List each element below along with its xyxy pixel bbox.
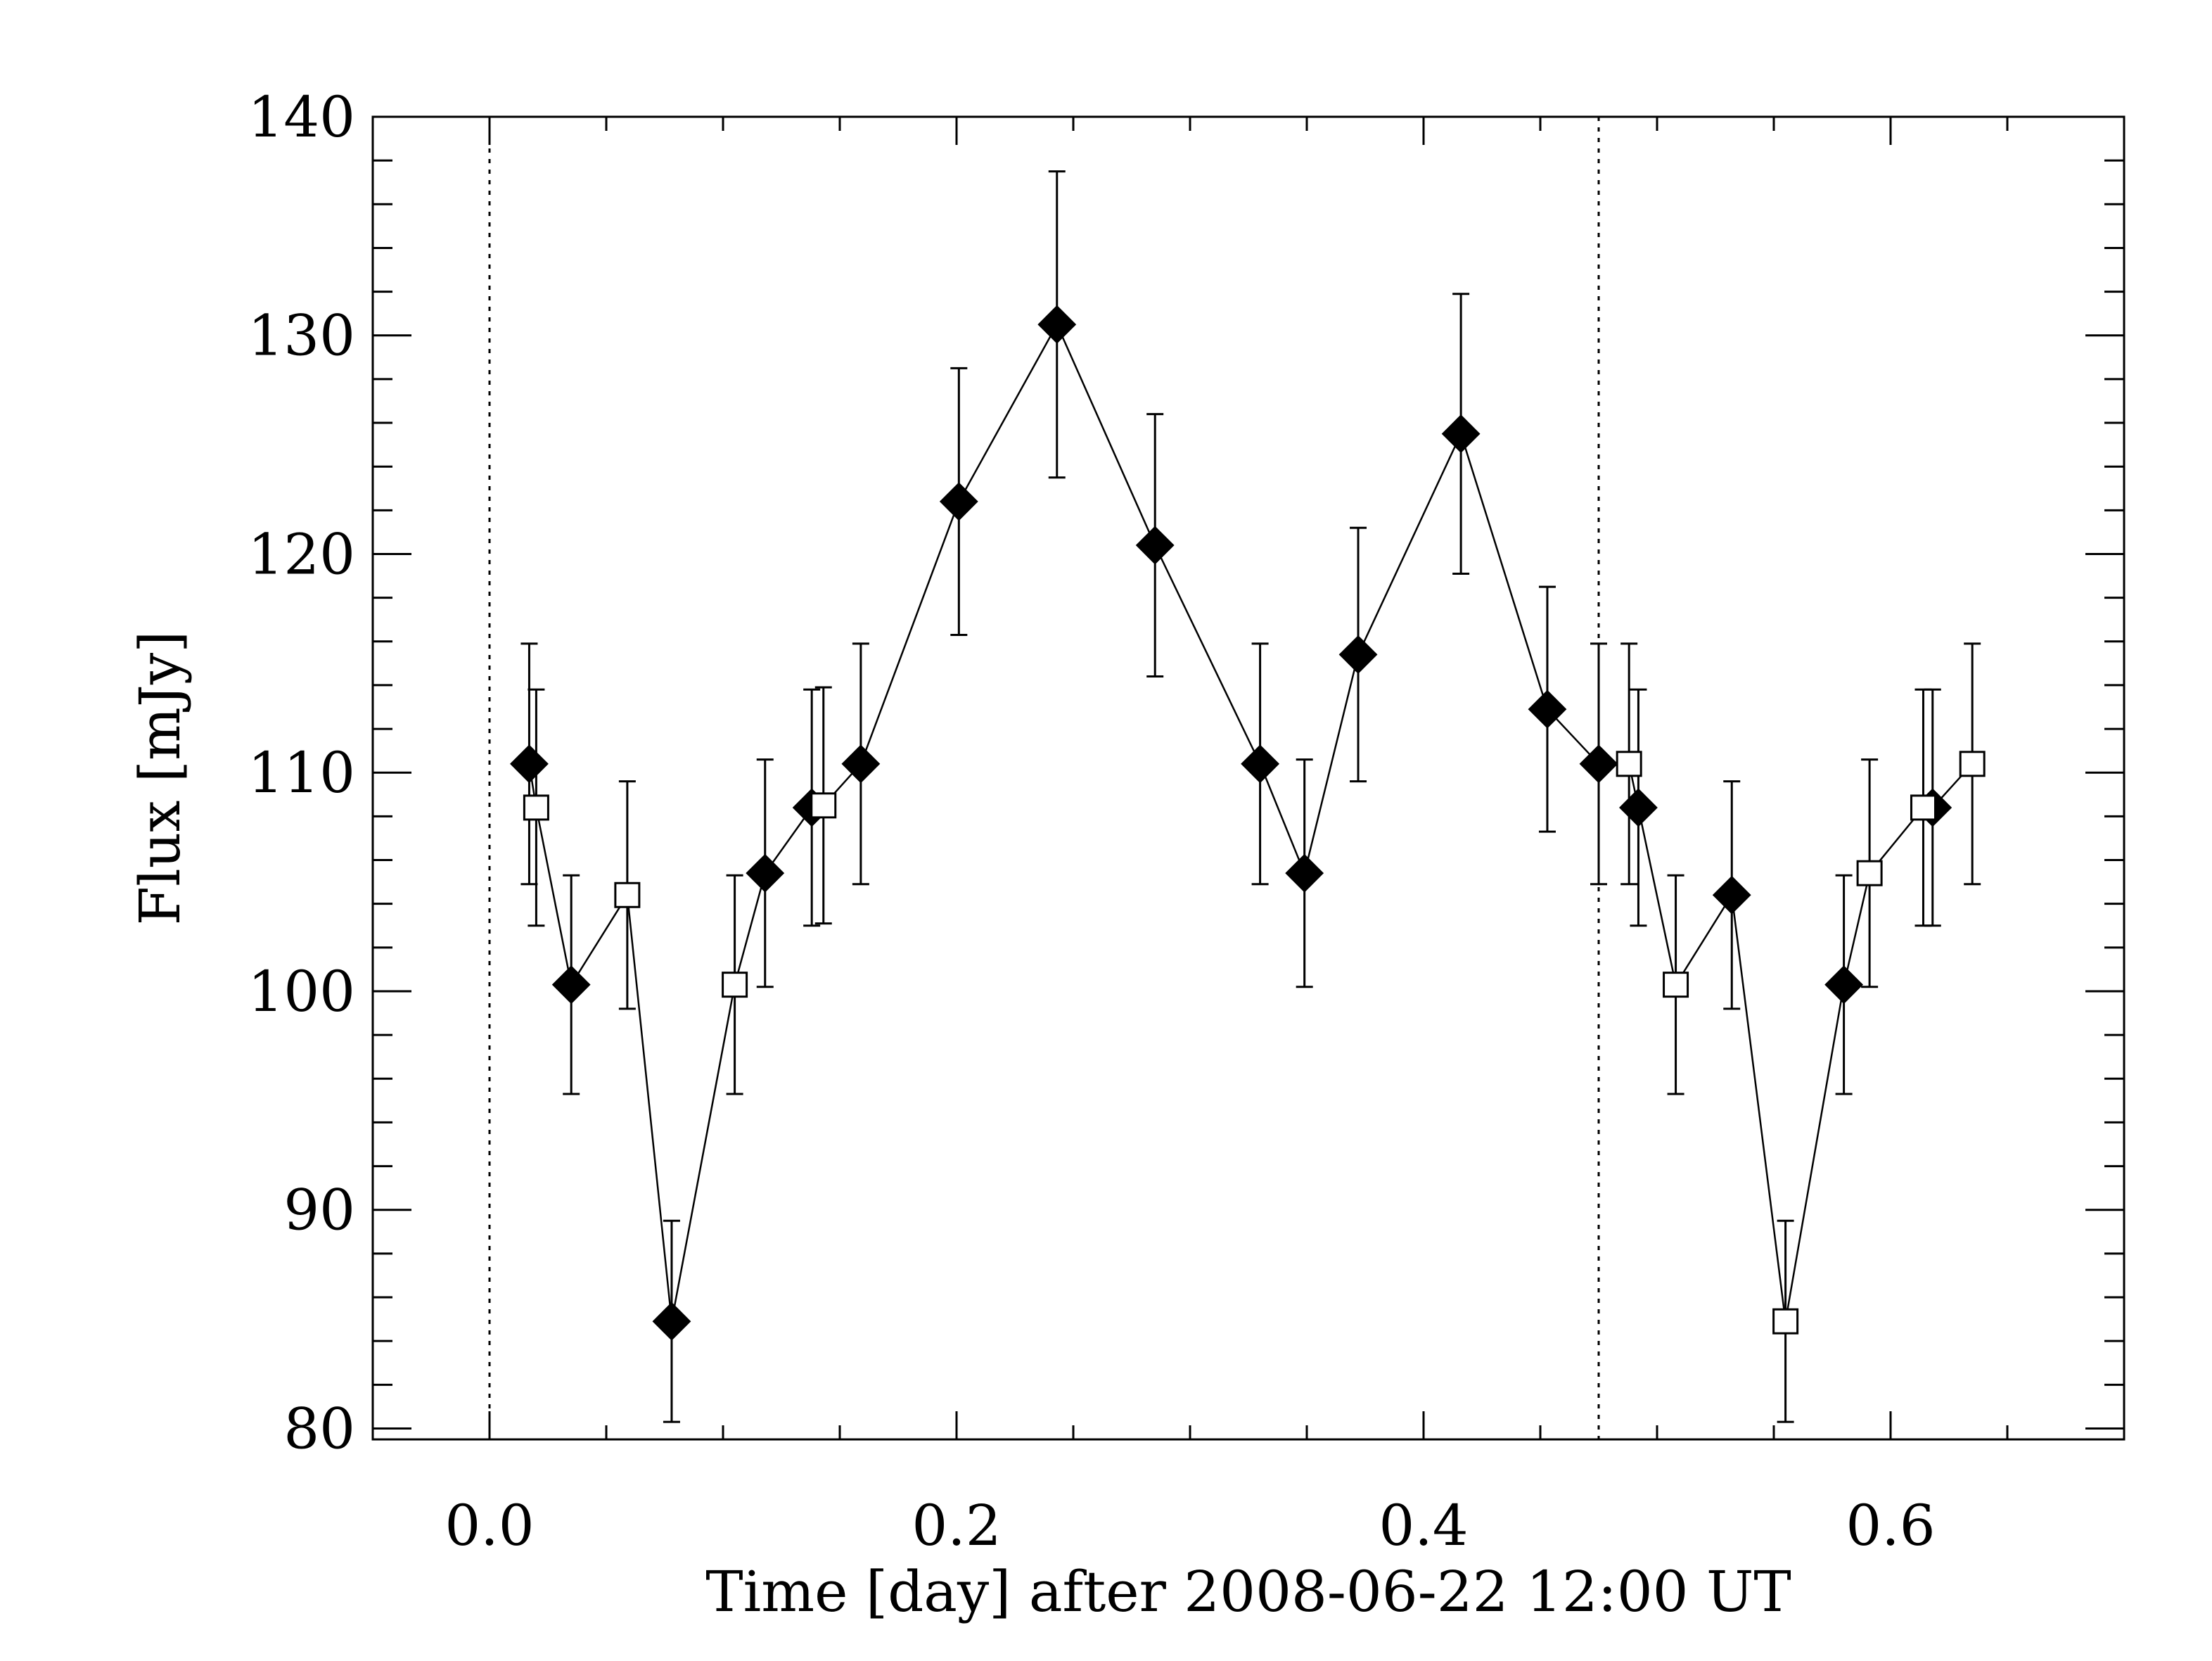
y-tick-label: 140 xyxy=(248,84,355,150)
reference-lines xyxy=(488,117,1600,1439)
point-diamond xyxy=(1441,414,1481,453)
point-square xyxy=(1663,972,1689,998)
point-diamond xyxy=(1285,853,1324,893)
point-diamond xyxy=(939,482,978,521)
data-points xyxy=(510,305,1986,1341)
y-tick-label: 90 xyxy=(283,1178,355,1243)
series-lines xyxy=(528,322,1974,1322)
point-diamond xyxy=(652,1302,691,1341)
point-diamond xyxy=(841,744,881,784)
point-square xyxy=(1856,860,1883,886)
point-square xyxy=(523,794,549,821)
point-diamond xyxy=(1528,689,1567,729)
y-tick-label: 110 xyxy=(248,740,355,806)
point-square xyxy=(614,882,641,908)
x-tick-label: 0.4 xyxy=(1379,1493,1468,1558)
error-bars xyxy=(520,170,1981,1423)
y-tick-label: 100 xyxy=(248,959,355,1024)
point-diamond xyxy=(1579,744,1618,784)
point-square xyxy=(1959,751,1986,777)
point-square xyxy=(722,972,748,998)
point-square xyxy=(1616,751,1642,777)
x-tick-label: 0.6 xyxy=(1846,1493,1935,1558)
y-tick-label: 80 xyxy=(283,1396,355,1461)
point-diamond xyxy=(1135,526,1175,565)
point-diamond xyxy=(551,965,591,1005)
point-diamond xyxy=(1338,635,1378,674)
plot-frame xyxy=(371,115,2125,1441)
point-square xyxy=(810,792,837,819)
point-diamond xyxy=(1712,875,1751,915)
axis-ticks xyxy=(371,115,2124,1439)
point-diamond xyxy=(1037,305,1077,344)
x-tick-labels: 0.0 0.2 0.4 0.6 xyxy=(445,1493,1935,1558)
point-diamond xyxy=(746,853,785,893)
x-tick-label: 0.2 xyxy=(912,1493,1001,1558)
x-axis-title: Time [day] after 2008-06-22 12:00 UT xyxy=(705,1559,1791,1624)
y-axis-title: Flux [mJy] xyxy=(127,631,193,926)
y-tick-label: 130 xyxy=(248,303,355,369)
point-square xyxy=(1910,794,1936,821)
point-diamond xyxy=(510,744,549,784)
y-tick-label: 120 xyxy=(248,521,355,587)
point-square xyxy=(1772,1308,1799,1335)
series-connecting-line xyxy=(528,322,1974,1322)
point-diamond xyxy=(1241,744,1280,784)
x-tick-label: 0.0 xyxy=(445,1493,534,1558)
y-tick-labels: 80 90 100 110 120 130 140 xyxy=(248,84,355,1461)
point-diamond xyxy=(1824,965,1864,1005)
point-diamond xyxy=(1619,788,1658,827)
